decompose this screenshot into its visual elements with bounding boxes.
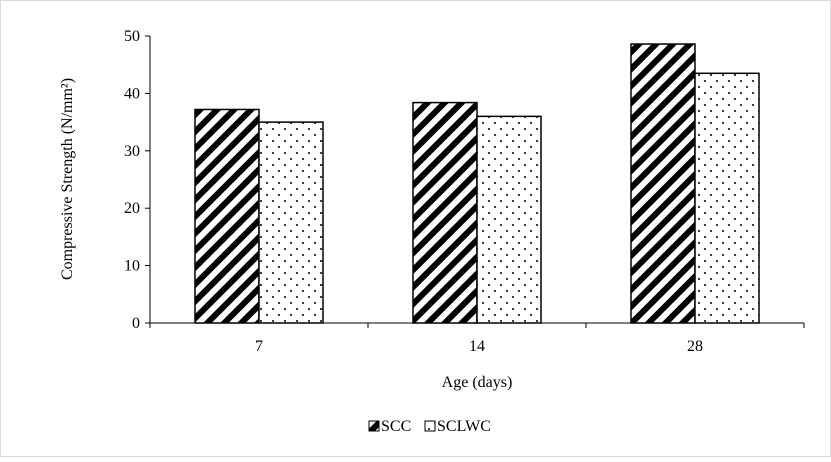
x-tick-label: 7: [255, 338, 263, 355]
x-tick-label: 28: [687, 338, 703, 355]
y-tick-label: 20: [124, 200, 140, 217]
legend-swatch-sclwc: [424, 420, 436, 432]
legend-swatch-scc: [368, 420, 380, 432]
bars: [194, 43, 760, 324]
x-axis-label: Age (days): [442, 374, 513, 391]
y-axis-label: Compressive Strength (N/mm²): [59, 78, 76, 280]
bar-sclwc-28: [694, 72, 760, 324]
legend: SCC SCLWC: [368, 418, 491, 435]
bar-sclwc-14: [476, 115, 542, 324]
bar-sclwc-7: [258, 121, 324, 324]
tick-labels: 0 10 20 30 40 50 7 14 28: [124, 28, 703, 355]
x-tick-label: 14: [469, 338, 485, 355]
bar-scc-14: [412, 101, 478, 324]
bar-scc-28: [630, 43, 696, 324]
bar-scc-7: [194, 108, 260, 324]
y-tick-label: 50: [124, 28, 140, 45]
legend-label-sclwc: SCLWC: [437, 418, 491, 435]
legend-label-scc: SCC: [381, 418, 411, 435]
y-tick-label: 0: [132, 315, 140, 332]
y-tick-label: 40: [124, 85, 140, 102]
y-tick-label: 10: [124, 258, 140, 275]
y-tick-label: 30: [124, 143, 140, 160]
